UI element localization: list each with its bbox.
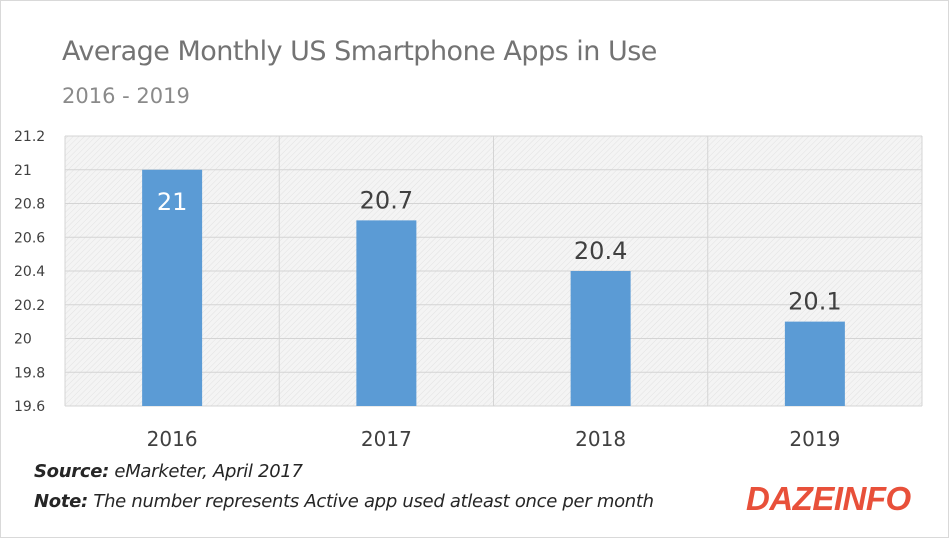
y-tick-label: 20 <box>14 332 32 348</box>
y-tick-label: 20.4 <box>14 264 45 280</box>
note-text: The number represents Active app used at… <box>87 491 654 512</box>
x-tick-label: 2018 <box>575 427 626 451</box>
source-text: eMarketer, April 2017 <box>109 461 303 482</box>
note-line: Note: The number represents Active app u… <box>34 491 654 512</box>
bar-2016 <box>142 169 203 406</box>
data-label-2017: 20.7 <box>360 186 413 214</box>
x-tick-label: 2019 <box>789 427 840 451</box>
data-label-2019: 20.1 <box>788 288 841 316</box>
source-line: Source: eMarketer, April 2017 <box>34 461 303 482</box>
y-tick-label: 19.8 <box>14 365 45 381</box>
y-tick-label: 20.8 <box>14 197 45 213</box>
y-tick-label: 19.6 <box>14 399 45 415</box>
chart-title: Average Monthly US Smartphone Apps in Us… <box>62 36 657 67</box>
data-label-2018: 20.4 <box>574 237 627 265</box>
y-tick-label: 20.6 <box>14 230 45 246</box>
x-tick-label: 2017 <box>361 427 412 451</box>
data-label-2016: 21 <box>157 188 188 216</box>
dazeinfo-logo: DAZEINFO <box>746 480 911 517</box>
note-label: Note: <box>34 491 88 512</box>
y-tick-label: 21.2 <box>14 129 45 145</box>
bar-2018 <box>570 271 631 406</box>
chart-subtitle: 2016 - 2019 <box>62 84 190 108</box>
bar-2017 <box>356 220 417 406</box>
bar-2019 <box>784 321 845 406</box>
y-tick-label: 20.2 <box>14 298 45 314</box>
y-tick-label: 21 <box>14 163 32 179</box>
x-tick-label: 2016 <box>147 427 198 451</box>
source-label: Source: <box>34 461 109 482</box>
